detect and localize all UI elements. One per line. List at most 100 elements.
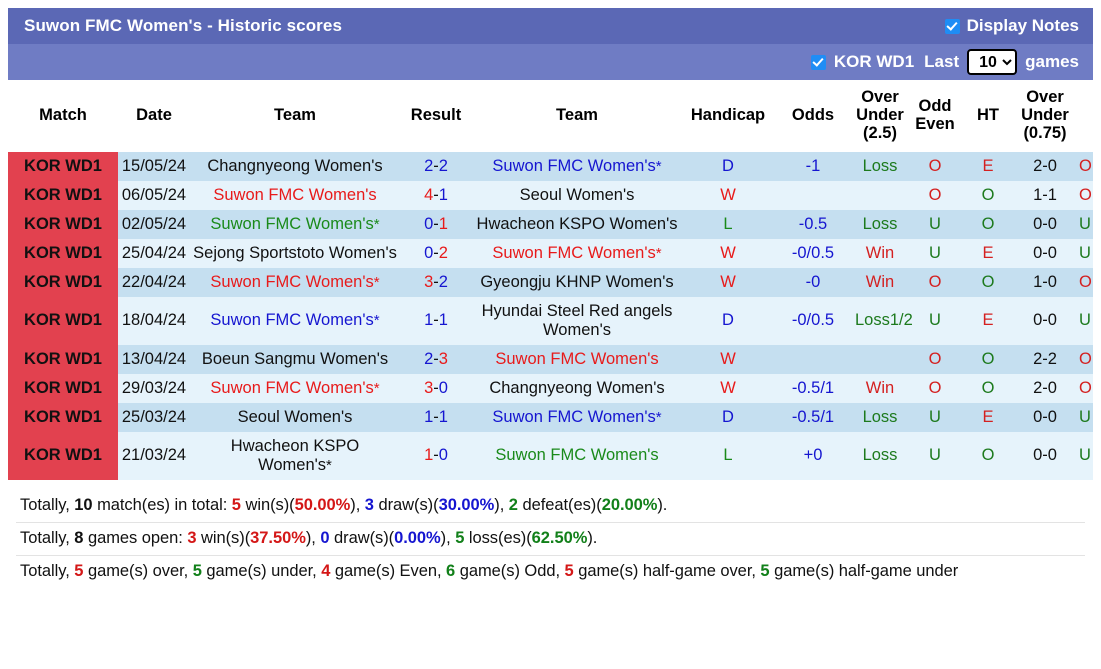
final-score[interactable]: 2-3 bbox=[400, 344, 472, 374]
final-score[interactable]: 1-1 bbox=[400, 402, 472, 432]
away-team-label: Suwon FMC Women's bbox=[492, 243, 656, 262]
match-date: 18/04/24 bbox=[118, 296, 190, 345]
home-team[interactable]: Sejong Sportstoto Women's bbox=[190, 238, 400, 268]
display-notes-control[interactable]: Display Notes bbox=[944, 16, 1079, 36]
over-under-075-value: O bbox=[1079, 185, 1092, 204]
away-team[interactable]: Suwon FMC Women's bbox=[472, 344, 682, 374]
display-notes-checkbox[interactable] bbox=[944, 18, 960, 34]
home-team[interactable]: Suwon FMC Women's* bbox=[190, 209, 400, 239]
final-score[interactable]: 3-0 bbox=[400, 373, 472, 403]
col-header-ht[interactable]: HT bbox=[962, 80, 1014, 152]
league-badge: KOR WD1 bbox=[8, 344, 118, 374]
away-team[interactable]: Suwon FMC Women's* bbox=[472, 402, 682, 432]
table-row[interactable]: KOR WD1 25/04/24 Sejong Sportstoto Women's… bbox=[8, 238, 1093, 268]
col-header-away-team[interactable]: Team bbox=[472, 80, 682, 152]
handicap-value: -0/0.5 bbox=[774, 296, 852, 345]
odds-result: Loss bbox=[852, 209, 908, 239]
final-score[interactable]: 1-1 bbox=[400, 296, 472, 345]
home-team[interactable]: Hwacheon KSPO Women's* bbox=[190, 431, 400, 480]
over-under-075: O bbox=[1076, 267, 1093, 297]
home-team[interactable]: Suwon FMC Women's bbox=[190, 180, 400, 210]
col-header-over-under-25[interactable]: Over Under (2.5) bbox=[852, 80, 908, 152]
away-team[interactable]: Gyeongju KHNP Women's bbox=[472, 267, 682, 297]
odd-even: O bbox=[962, 431, 1014, 480]
score-home: 3 bbox=[424, 378, 434, 397]
away-team[interactable]: Suwon FMC Women's* bbox=[472, 238, 682, 268]
handicap-value-value: -0 bbox=[805, 272, 821, 291]
over-under-075-value: O bbox=[1079, 378, 1092, 397]
league-checkbox[interactable] bbox=[810, 54, 826, 70]
final-score[interactable]: 0-2 bbox=[400, 238, 472, 268]
final-score[interactable]: 3-2 bbox=[400, 267, 472, 297]
col-header-odd-even[interactable]: Odd Even bbox=[908, 80, 962, 152]
odd-even: O bbox=[962, 344, 1014, 374]
home-team-label: Suwon FMC Women's bbox=[210, 378, 374, 397]
col-header-match[interactable]: Match bbox=[8, 80, 118, 152]
match-result-value: L bbox=[723, 446, 733, 465]
home-team[interactable]: Suwon FMC Women's* bbox=[190, 373, 400, 403]
odd-even-value: O bbox=[981, 378, 995, 397]
away-team[interactable]: Changnyeong Women's bbox=[472, 373, 682, 403]
home-team[interactable]: Seoul Women's bbox=[190, 402, 400, 432]
table-row[interactable]: KOR WD1 02/05/24 Suwon FMC Women's* 0-1 Hwac… bbox=[8, 209, 1093, 239]
ht-score: 0-0 bbox=[1014, 402, 1076, 432]
table-row[interactable]: KOR WD1 13/04/24 Boeun Sangmu Women's 2-3 Su… bbox=[8, 344, 1093, 374]
over-under-075-value: U bbox=[1079, 214, 1091, 233]
score-away: 2 bbox=[438, 157, 448, 175]
home-team-label: Hwacheon KSPO Women's bbox=[230, 436, 360, 474]
col-header-handicap[interactable]: Handicap bbox=[682, 80, 774, 152]
away-team-label: Suwon FMC Women's bbox=[495, 349, 659, 368]
over-under-075-value: O bbox=[1079, 349, 1092, 368]
handicap-value-value: +0 bbox=[803, 446, 823, 465]
summary-over-count: 5 bbox=[74, 561, 84, 580]
games-count-select[interactable]: 510152030 bbox=[967, 49, 1018, 75]
table-row[interactable]: KOR WD1 15/05/24 Changnyeong Women's 2-2 Suw… bbox=[8, 152, 1093, 181]
table-row[interactable]: KOR WD1 18/04/24 Suwon FMC Women's* 1-1 Hyun… bbox=[8, 296, 1093, 345]
away-team[interactable]: Hyundai Steel Red angels Women's bbox=[472, 296, 682, 345]
home-team-label: Suwon FMC Women's bbox=[210, 272, 374, 291]
col-header-date[interactable]: Date bbox=[118, 80, 190, 152]
table-row[interactable]: KOR WD1 21/03/24 Hwacheon KSPO Women's* 1-0… bbox=[8, 431, 1093, 480]
col-header-home-team[interactable]: Team bbox=[190, 80, 400, 152]
over-under-25-value: O bbox=[928, 185, 942, 204]
score-away: 1 bbox=[438, 311, 448, 330]
away-team[interactable]: Suwon FMC Women's bbox=[472, 431, 682, 480]
score-separator: - bbox=[433, 407, 439, 426]
final-score[interactable]: 4-1 bbox=[400, 180, 472, 210]
summary-defeats: 2 bbox=[508, 495, 518, 514]
summary-line-total: Totally, 10 match(es) in total: 5 win(s)… bbox=[20, 495, 668, 514]
away-team[interactable]: Seoul Women's bbox=[472, 180, 682, 210]
col-header-odds[interactable]: Odds bbox=[774, 80, 852, 152]
handicap-value-value: -1 bbox=[805, 157, 821, 175]
match-result: W bbox=[682, 373, 774, 403]
final-score[interactable]: 0-1 bbox=[400, 209, 472, 239]
home-team[interactable]: Changnyeong Women's bbox=[190, 152, 400, 181]
table-row[interactable]: KOR WD1 29/03/24 Suwon FMC Women's* 3-0 Chan… bbox=[8, 373, 1093, 403]
away-team[interactable]: Hwacheon KSPO Women's bbox=[472, 209, 682, 239]
odd-even: O bbox=[962, 267, 1014, 297]
score-separator: - bbox=[433, 157, 439, 175]
home-team[interactable]: Suwon FMC Women's* bbox=[190, 267, 400, 297]
col-header-result[interactable]: Result bbox=[400, 80, 472, 152]
match-result-value: W bbox=[720, 185, 736, 204]
match-result-value: W bbox=[720, 378, 736, 397]
table-row[interactable]: KOR WD1 22/04/24 Suwon FMC Women's* 3-2 Gyeo… bbox=[8, 267, 1093, 297]
summary-draws: 3 bbox=[364, 495, 374, 514]
league-filter[interactable]: KOR WD1 bbox=[810, 52, 914, 72]
final-score[interactable]: 2-2 bbox=[400, 152, 472, 181]
col-header-over-under-075[interactable]: Over Under (0.75) bbox=[1014, 80, 1076, 152]
odds-result: Loss bbox=[852, 431, 908, 480]
away-team[interactable]: Suwon FMC Women's* bbox=[472, 152, 682, 181]
over-under-075: O bbox=[1076, 180, 1093, 210]
score-separator: - bbox=[433, 446, 439, 465]
over-under-075: U bbox=[1076, 402, 1093, 432]
table-row[interactable]: KOR WD1 06/05/24 Suwon FMC Women's 4-1 Seoul… bbox=[8, 180, 1093, 210]
home-team[interactable]: Boeun Sangmu Women's bbox=[190, 344, 400, 374]
score-away: 1 bbox=[438, 214, 448, 233]
over-under-25: O bbox=[908, 152, 962, 181]
match-result: D bbox=[682, 152, 774, 181]
table-row[interactable]: KOR WD1 25/03/24 Seoul Women's 1-1 Suwon FMC… bbox=[8, 402, 1093, 432]
final-score[interactable]: 1-0 bbox=[400, 431, 472, 480]
score-away: 1 bbox=[438, 185, 448, 204]
home-team[interactable]: Suwon FMC Women's* bbox=[190, 296, 400, 345]
